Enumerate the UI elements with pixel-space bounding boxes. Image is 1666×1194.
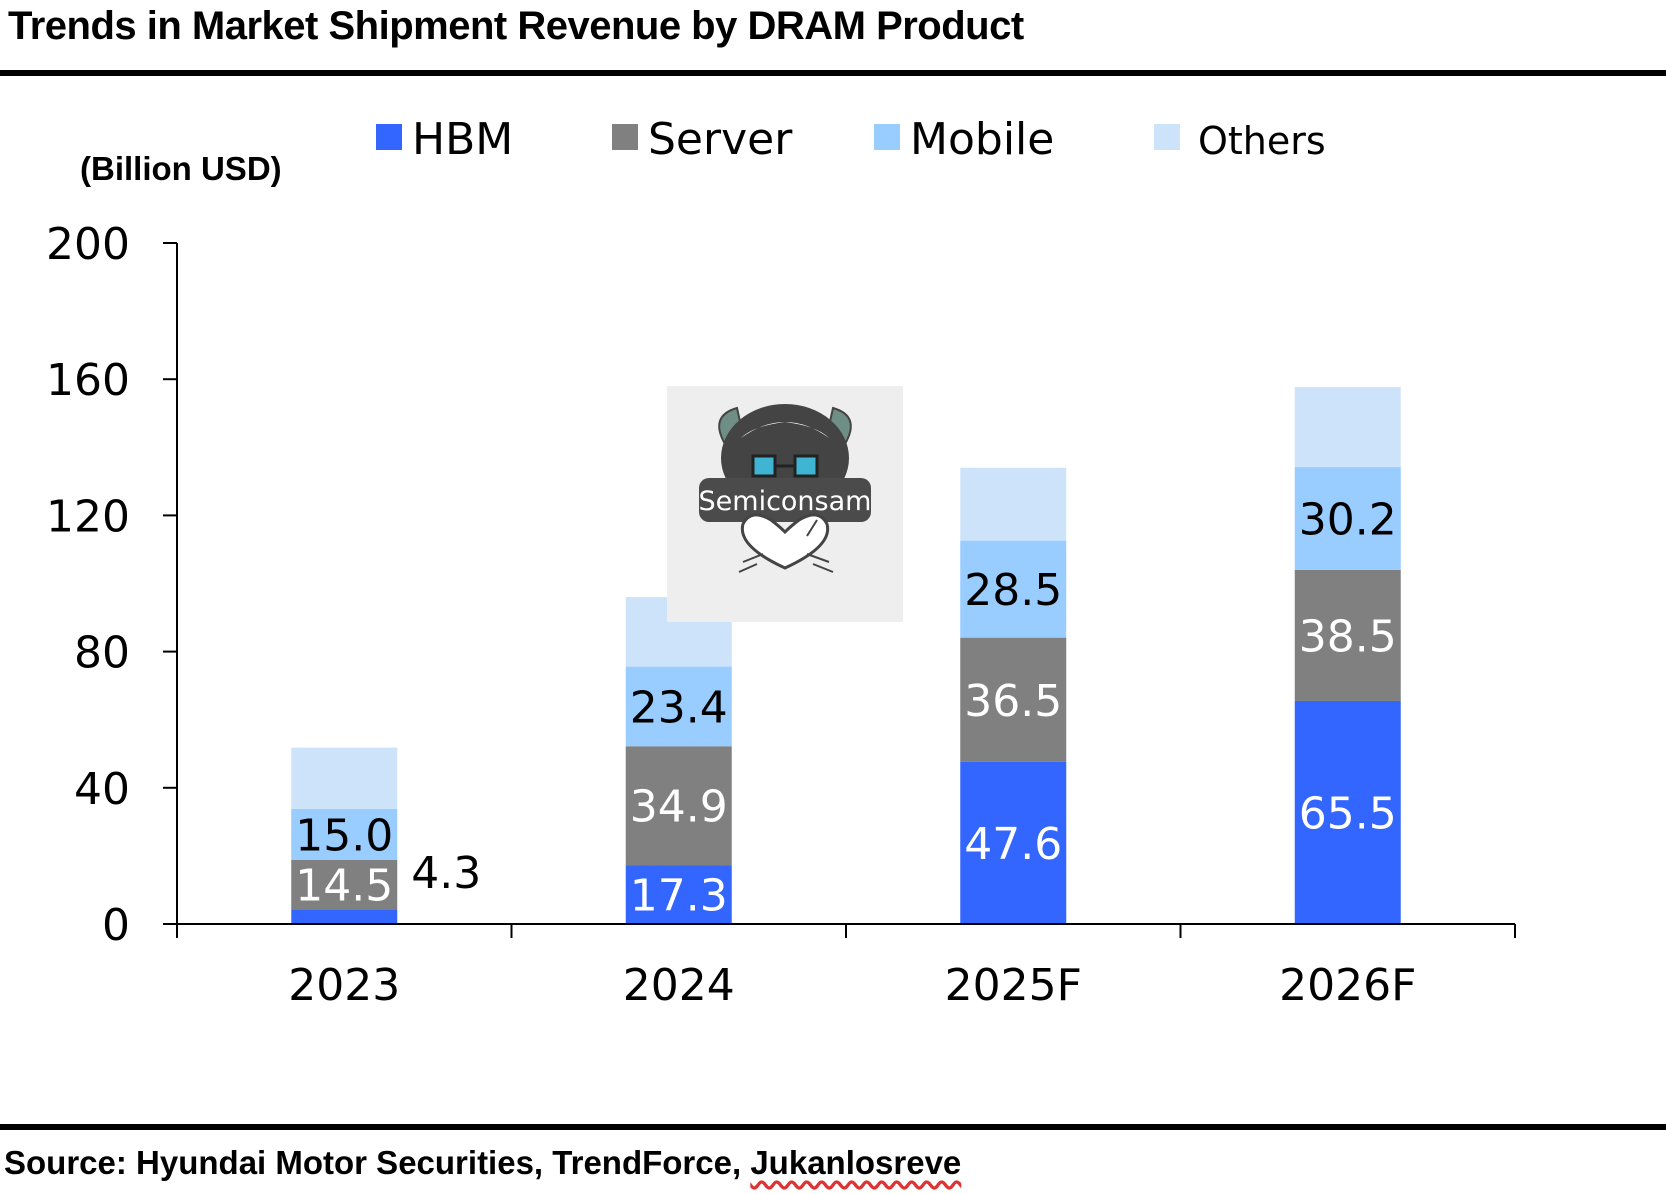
legend-label-server: Server: [648, 114, 793, 165]
bar-mobile-2024: [625, 666, 732, 747]
source-note: Source: Hyundai Motor Securities, TrendF…: [4, 1144, 961, 1182]
stacked-bar-chart: HBM Server Mobile Others 4.3 14.515.0 17.3 34.…: [46, 114, 1516, 1011]
bar-server-2024: [625, 746, 732, 866]
top-divider: [0, 70, 1666, 76]
bar-others-2023: [291, 747, 398, 809]
x-tick-label-2025f: 2025F: [945, 960, 1082, 1011]
data-label-server-2024: 34.9: [630, 782, 728, 833]
data-label-hbm-2026f: 65.5: [1299, 788, 1397, 839]
legend-label-hbm: HBM: [412, 114, 513, 165]
x-tick-label-2023: 2023: [288, 960, 400, 1011]
source-prefix: Source: Hyundai Motor Securities, TrendF…: [4, 1144, 751, 1181]
data-label-hbm-2023: 4.3: [411, 848, 481, 899]
legend-swatch-server: [612, 124, 638, 150]
legend-label-others: Others: [1198, 119, 1326, 163]
bar-mobile-2023: [291, 808, 398, 860]
bar-mobile-2025f: [960, 540, 1067, 638]
bar-hbm-2026f: [1294, 700, 1401, 924]
data-label-server-2026f: 38.5: [1299, 611, 1397, 662]
y-tick-label-40: 40: [74, 764, 130, 815]
x-tick-label-2024: 2024: [623, 960, 735, 1011]
page-title: Trends in Market Shipment Revenue by DRA…: [8, 4, 1024, 48]
bar-others-2025f: [960, 467, 1067, 541]
y-axis-unit-label: (Billion USD): [80, 150, 282, 187]
y-tick-label-120: 120: [46, 491, 130, 542]
source-author: Jukanlosreve: [750, 1144, 962, 1181]
bottom-divider: [0, 1124, 1666, 1130]
y-tick-label-0: 0: [102, 900, 130, 951]
legend-swatch-mobile: [874, 124, 900, 150]
data-label-mobile-2025f: 28.5: [964, 565, 1062, 616]
data-label-mobile-2023: 15.0: [295, 810, 393, 861]
bar-stacks: 4.3 14.515.0 17.3 34.9 23.4 47.6 36.5 28.5 65.5 3…: [291, 387, 1401, 924]
legend-label-mobile: Mobile: [910, 114, 1054, 165]
data-label-hbm-2024: 17.3: [630, 871, 728, 922]
bar-hbm-2025f: [960, 761, 1067, 924]
y-tick-label-200: 200: [46, 219, 130, 270]
bar-server-2023: [291, 859, 398, 910]
data-label-server-2023: 14.5: [295, 861, 393, 912]
bar-others-2026f: [1294, 387, 1401, 468]
legend-swatch-hbm: [376, 124, 402, 150]
bar-mobile-2026f: [1294, 467, 1401, 570]
chart-legend: HBM Server Mobile Others: [376, 114, 1326, 165]
legend-swatch-others: [1154, 124, 1180, 150]
x-tick-label-2026f: 2026F: [1279, 960, 1416, 1011]
data-label-mobile-2026f: 30.2: [1299, 494, 1397, 545]
bar-server-2026f: [1294, 569, 1401, 701]
bar-hbm-2024: [625, 865, 732, 924]
data-label-server-2025f: 36.5: [964, 676, 1062, 727]
y-tick-label-160: 160: [46, 355, 130, 406]
bar-server-2025f: [960, 637, 1067, 762]
data-label-mobile-2024: 23.4: [630, 682, 728, 733]
watermark-text: Semiconsam: [699, 486, 872, 517]
chart-axes: 2023 2024 2025F 2026F 0 40 80 120 160 200: [46, 219, 1516, 1011]
mascot-icon: Semiconsam: [699, 404, 872, 573]
bar-hbm-2023: [291, 909, 398, 924]
data-label-hbm-2025f: 47.6: [964, 819, 1062, 870]
semiconsam-watermark-logo: Semiconsam: [667, 386, 903, 622]
y-tick-label-80: 80: [74, 628, 130, 679]
